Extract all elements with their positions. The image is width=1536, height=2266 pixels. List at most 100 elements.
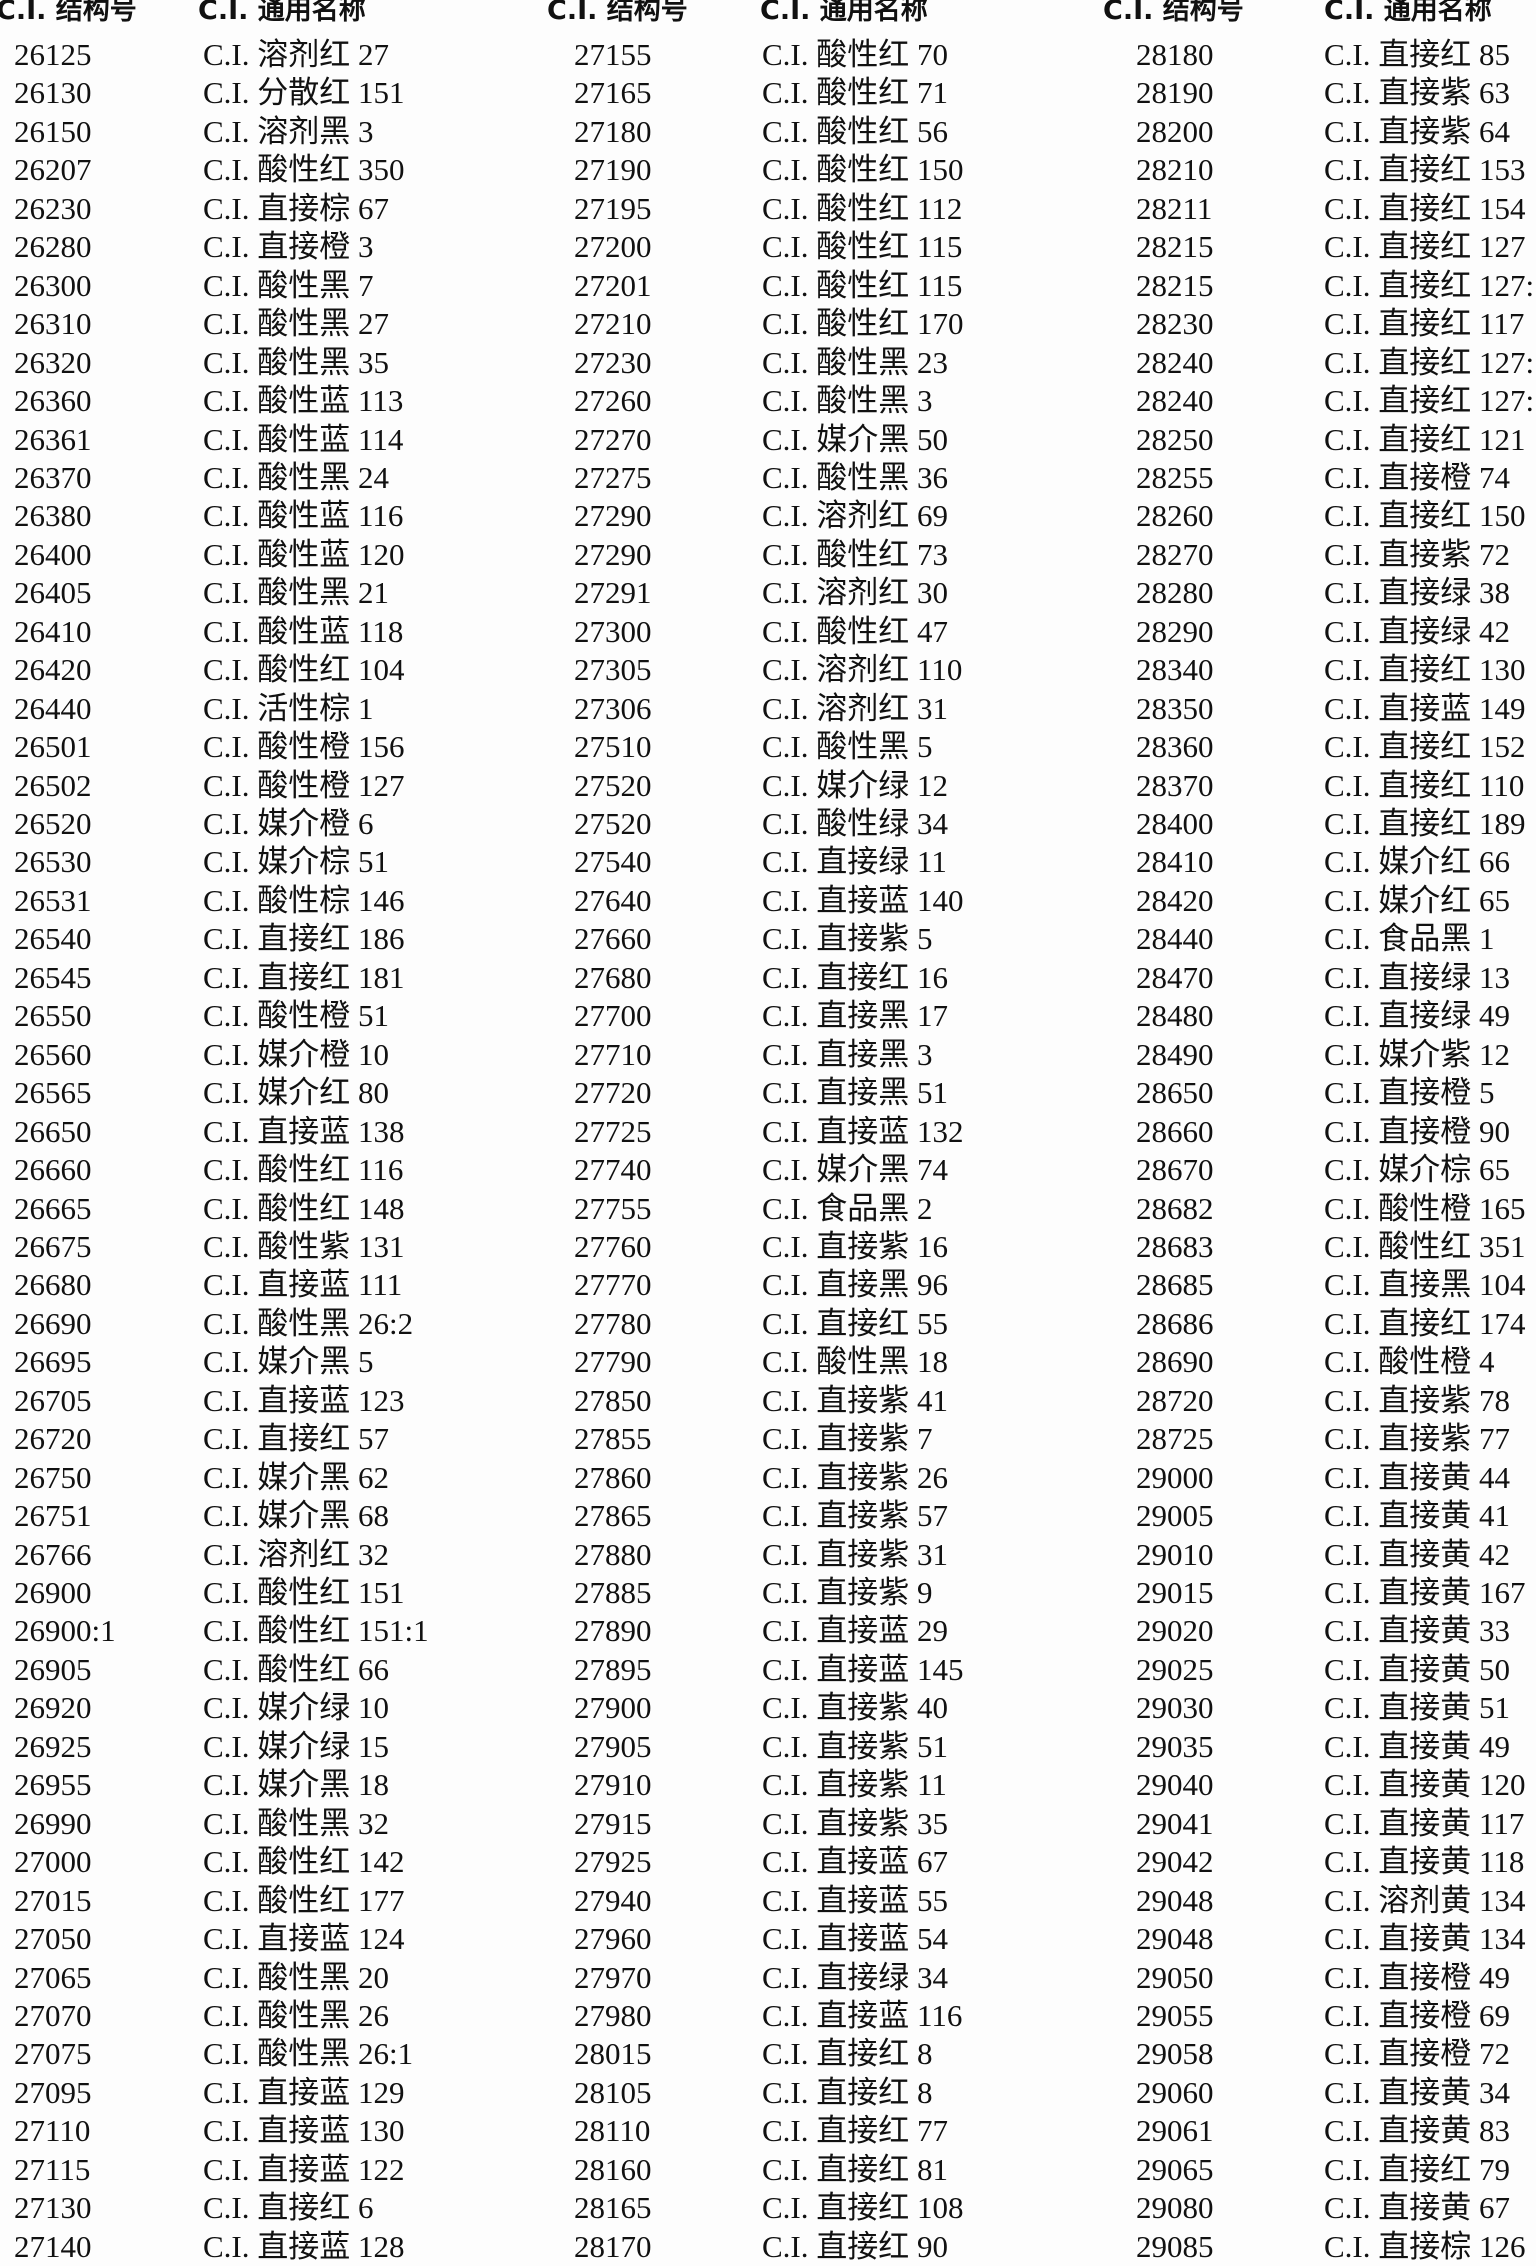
structure-number-cell: 27155 [574,37,652,72]
generic-name-cell: C.I. 直接黑 51 [762,1075,948,1111]
structure-number-cell: 26545 [14,959,92,995]
structure-number-cell: 28255 [1136,459,1214,495]
generic-name-cell: C.I. 酸性蓝 118 [203,613,404,649]
structure-number-cell: 26750 [14,1459,92,1495]
generic-name-cell: C.I. 直接蓝 116 [762,1997,963,2033]
generic-name-cell: C.I. 酸性黑 20 [203,1959,389,1995]
generic-name-cell: C.I. 直接橙 49 [1324,1959,1510,1995]
structure-number-cell: 27290 [574,498,652,534]
generic-name-cell: C.I. 直接紫 41 [762,1382,948,1418]
structure-number-cell: 26440 [14,690,92,726]
structure-number-cell: 27915 [574,1805,652,1841]
generic-name-cell: C.I. 直接紫 35 [762,1805,948,1841]
generic-name-cell: C.I. 直接蓝 145 [762,1651,964,1687]
generic-name-cell: C.I. 直接红 121 [1324,421,1526,457]
structure-number-cell: 27640 [574,882,652,918]
generic-name-cell: C.I. 直接橙 3 [203,229,374,265]
generic-name-cell: C.I. 酸性黑 36 [762,459,948,495]
structure-number-cell: 28660 [1136,1113,1214,1149]
generic-name-cell: C.I. 溶剂红 110 [762,652,963,688]
structure-number-cell: 28650 [1136,1075,1214,1111]
generic-name-cell: C.I. 媒介黑 50 [762,421,948,457]
generic-name-cell: C.I. 酸性紫 131 [203,1228,405,1264]
structure-number-cell: 26680 [14,1267,92,1303]
generic-name-cell: C.I. 酸性黑 26 [203,1997,389,2033]
generic-name-cell: C.I. 酸性绿 34 [762,806,948,841]
generic-name-cell: C.I. 媒介黑 18 [203,1767,389,1803]
generic-name-cell: C.I. 媒介橙 10 [203,1036,389,1072]
generic-name-cell: C.I. 酸性红 170 [762,306,964,342]
structure-number-cell: 27260 [574,383,652,419]
generic-name-cell: C.I. 直接红 8 [762,2036,933,2072]
structure-number-cell: 28180 [1136,37,1214,72]
generic-name-cell: C.I. 直接红 127: [1324,344,1535,380]
structure-number-cell: 28240 [1136,383,1214,419]
generic-name-cell: C.I. 酸性橙 127 [203,767,405,803]
generic-name-cell: C.I. 媒介紫 12 [1324,1036,1510,1072]
generic-name-cell: C.I. 酸性黑 27 [203,306,389,342]
structure-number-cell: 28211 [1136,190,1213,226]
generic-name-cell: C.I. 酸性红 73 [762,536,948,572]
generic-name-cell: C.I. 直接红 153 [1324,152,1526,188]
structure-number-cell: 26380 [14,498,92,534]
structure-number-cell: 28270 [1136,536,1214,572]
structure-number-cell: 28215 [1136,229,1214,265]
structure-number-cell: 27115 [14,2151,91,2187]
structure-number-cell: 26925 [14,1728,92,1764]
structure-number-cell: 29055 [1136,1997,1214,2033]
generic-name-cell: C.I. 直接黄 50 [1324,1651,1510,1687]
generic-name-cell: C.I. 直接红 130 [1324,652,1526,688]
generic-name-cell: C.I. 媒介绿 10 [203,1690,389,1726]
generic-name-cell: C.I. 食品黑 1 [1324,921,1495,957]
generic-name-cell: C.I. 直接棕 126 [1324,2228,1526,2264]
generic-name-cell: C.I. 直接紫 57 [762,1498,948,1534]
generic-name-cell: C.I. 直接蓝 111 [203,1267,403,1303]
generic-name-cell: C.I. 媒介橙 6 [203,806,374,841]
generic-name-cell: C.I. 酸性黑 23 [762,344,948,380]
generic-name-cell: C.I. 直接紫 64 [1324,113,1510,149]
generic-name-cell: C.I. 直接绿 34 [762,1959,948,1995]
structure-number-cell: 27270 [574,421,652,457]
generic-name-cell: C.I. 直接紫 5 [762,921,933,957]
structure-number-cell: 29080 [1136,2190,1214,2226]
generic-name-cell: C.I. 酸性橙 4 [1324,1344,1495,1380]
generic-name-cell: C.I. 媒介绿 12 [762,767,948,803]
generic-name-cell: C.I. 直接紫 40 [762,1690,948,1726]
generic-name-cell: C.I. 直接黄 83 [1324,2113,1510,2149]
structure-number-cell: 28400 [1136,806,1214,841]
generic-name-cell: C.I. 直接红 186 [203,921,405,957]
generic-name-cell: C.I. 直接红 152 [1324,729,1526,765]
generic-name-cell: C.I. 媒介棕 65 [1324,1152,1510,1188]
generic-name-cell: C.I. 溶剂红 30 [762,575,948,611]
header-structure-number: C.I. 结构号 [1103,0,1244,26]
structure-number-cell: 27895 [574,1651,652,1687]
structure-number-cell: 26675 [14,1228,92,1264]
generic-name-cell: C.I. 直接紫 77 [1324,1421,1510,1457]
structure-number-cell: 27275 [574,459,652,495]
structure-number-cell: 26560 [14,1036,92,1072]
structure-number-cell: 27540 [574,844,652,880]
structure-number-cell: 27306 [574,690,652,726]
structure-number-cell: 27075 [14,2036,92,2072]
structure-number-cell: 29015 [1136,1575,1214,1610]
structure-number-cell: 27210 [574,306,652,342]
generic-name-cell: C.I. 酸性橙 156 [203,729,405,765]
structure-number-cell: 29060 [1136,2074,1214,2110]
structure-number-cell: 29000 [1136,1459,1214,1495]
generic-name-cell: C.I. 直接黑 17 [762,998,948,1034]
generic-name-cell: C.I. 直接红 174 [1324,1305,1526,1341]
structure-number-cell: 27180 [574,113,652,149]
generic-name-cell: C.I. 直接红 8 [762,2074,933,2110]
structure-number-cell: 28200 [1136,113,1214,149]
generic-name-cell: C.I. 媒介黑 74 [762,1152,948,1188]
structure-number-cell: 27960 [574,1921,652,1957]
structure-number-cell: 26665 [14,1190,92,1226]
structure-number-cell: 27755 [574,1190,652,1226]
generic-name-cell: C.I. 直接紫 63 [1324,75,1510,111]
generic-name-cell: C.I. 酸性红 115 [762,229,963,265]
generic-name-cell: C.I. 溶剂红 27 [203,37,389,72]
structure-number-cell: 28260 [1136,498,1214,534]
structure-number-cell: 26531 [14,882,92,918]
generic-name-cell: C.I. 媒介黑 5 [203,1344,374,1380]
generic-name-cell: C.I. 媒介黑 68 [203,1498,389,1534]
